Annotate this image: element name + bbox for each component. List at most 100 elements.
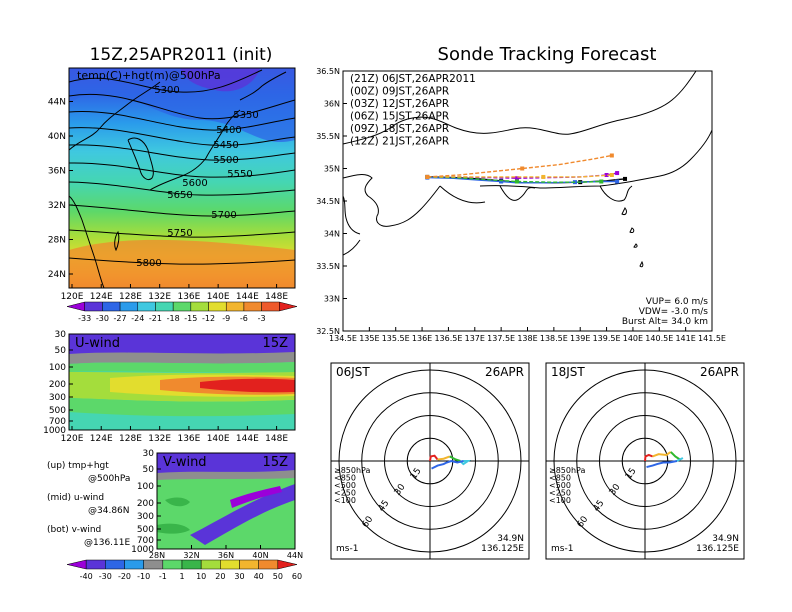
u-wind-jet [200,378,295,393]
note-bot-line2: @136.11E [84,538,130,548]
x-tick-label: 141.5E [698,334,726,343]
hodograph-trace [652,451,672,458]
hodograph-trace [437,455,451,461]
legend-entry: (03Z) 12JST,26APR [350,98,449,110]
u-x-ticks: 120E 124E 128E 132E 136E 140E 144E 148E [61,426,288,444]
u-wind-field [69,334,295,430]
track-legend: (21Z) 06JST,26APR2011(00Z) 09JST,26APR(0… [350,73,476,148]
temp-y-ticks: 24N 28N 32N 36N 40N 44N [48,98,73,280]
v-wind-band [157,453,295,473]
x-tick-label: 40N [252,551,268,560]
y-tick-label: 1000 [131,545,154,555]
track-point [615,171,620,176]
coastline [499,185,536,201]
track-point [514,176,519,181]
coastlines [69,71,287,288]
contour-label: 5550 [227,169,252,180]
sonde-track-title: Sonde Tracking Forecast [438,44,657,65]
track-point [425,174,430,179]
u-wind-frame [68,333,296,431]
hodograph-lat: 34.9N [497,534,524,544]
contour-label: 5800 [136,258,161,269]
colorbar-swatch [66,559,87,570]
x-tick-label: 128E [119,434,142,444]
x-tick-label: 28N [149,551,165,560]
temp-map-title: 15Z,25APR2011 (init) [90,45,273,65]
y-tick-label: 36N [324,100,340,109]
note-bot-line1: (bot) v-wind [47,525,101,535]
y-tick-label: 35N [324,165,340,174]
x-tick-label: 138E [517,334,537,343]
colorbar-swatch [225,301,245,312]
x-tick-label: 141E [675,334,695,343]
hodograph-time: 18JST [551,365,585,379]
colorbar-swatch [258,559,279,570]
colorbar-swatch [143,559,164,570]
contour-line [69,162,295,178]
x-tick-label: 137E [465,334,485,343]
contour-line [69,181,295,196]
v-wind-field [157,453,295,549]
coastline [149,109,241,191]
coastline [343,239,361,256]
hodograph-unit: ms-1 [336,544,358,554]
hodograph-trace [429,454,439,462]
colorbar-swatch [243,301,262,312]
colorbar-swatch [124,559,144,570]
contour-line [69,204,295,217]
u-wind-band [69,412,295,430]
x-tick-label: 132E [148,292,171,302]
v-wind-title: V-wind [163,455,207,470]
level-legend: ≥850hPa [549,466,586,475]
note-mid-line1: (mid) u-wind [47,493,104,503]
level-legend: <850 [334,474,356,483]
y-tick-label: 24N [48,270,66,280]
track-annotation: Burst Alt= 34.0 km [622,317,708,327]
track-x-ticks: 134.5E 135E 135.5E 136E 136.5E 137E 137.5E 138E… [329,327,726,343]
x-tick-label: 136E [412,334,432,343]
y-tick-label: 700 [49,417,66,427]
track-point [499,179,504,184]
v-wind-band [165,497,190,507]
island [633,243,638,248]
colorbar-swatch [239,559,259,570]
y-tick-label: 30 [55,330,67,340]
hodograph-date: 26APR [700,365,739,379]
colorbar-label: -6 [240,314,248,323]
colorbar-label: -15 [184,314,197,323]
y-tick-label: 33N [324,295,340,304]
u-wind-band [69,352,295,364]
y-tick-label: 700 [137,536,154,546]
legend-entry: (12Z) 21JST,26APR [350,136,449,148]
v-wind-band [157,523,190,534]
y-tick-label: 34N [324,230,340,239]
u-wind-title: U-wind [75,336,120,351]
track-point [623,176,628,181]
y-tick-label: 200 [49,380,66,390]
u-wind-band [69,334,295,354]
colorbar-swatch [84,301,103,312]
track-line [427,176,618,184]
sonde-coastlines [343,71,712,268]
colorbar-swatch [190,301,209,312]
hodograph-trace [644,453,653,462]
temp-map-frame [68,67,296,289]
colorbar-label: 40 [254,572,264,581]
x-tick-label: 144E [236,292,259,302]
hodograph-lat: 34.9N [712,534,739,544]
colorbar-label: -1 [159,572,167,581]
colorbar-swatch [66,301,85,312]
colorbar-label: -12 [202,314,215,323]
x-tick-label: 124E [90,434,113,444]
coastline [69,195,105,288]
v-wind-band [190,484,295,545]
y-tick-label: 33.5N [316,262,340,271]
y-tick-label: 32N [48,201,66,211]
colorbar-swatch [162,559,183,570]
y-tick-label: 500 [49,406,66,416]
coldest-region [180,68,260,92]
x-tick-label: 139.5E [593,334,621,343]
